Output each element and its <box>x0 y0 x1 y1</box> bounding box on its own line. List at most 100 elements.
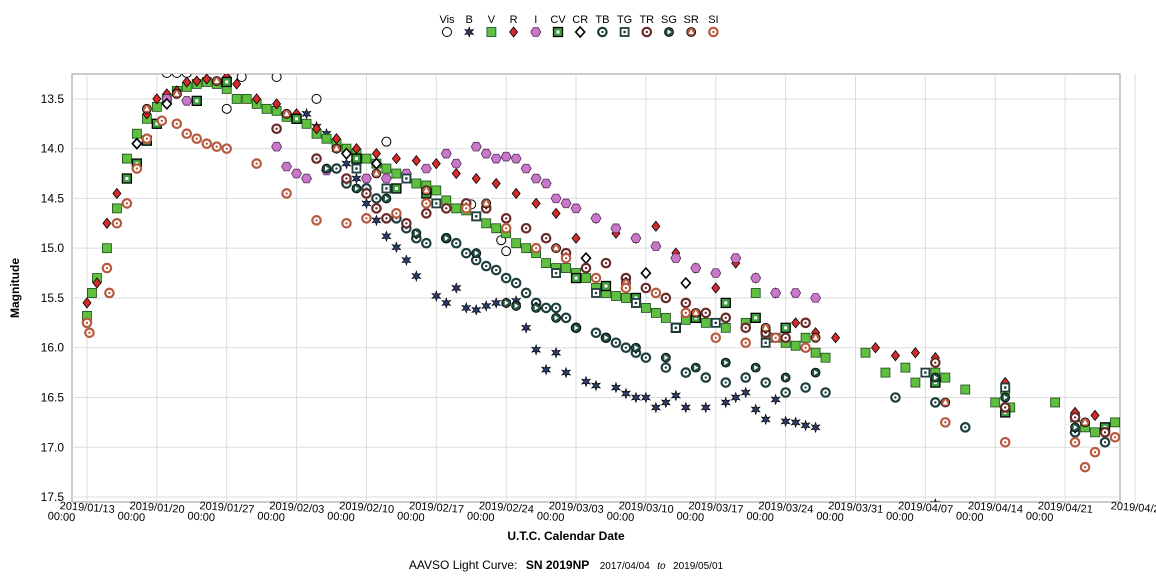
data-point-v <box>1110 417 1120 428</box>
data-point-si <box>1109 432 1120 443</box>
x-tick-text: 2019/01/1300:00 <box>47 499 115 527</box>
data-point-b <box>471 304 482 316</box>
x-tick-label: 2019/01/2700:00 <box>187 500 255 524</box>
data-point-tr <box>800 317 811 329</box>
data-point-v <box>581 273 591 283</box>
data-point-si <box>1079 461 1091 473</box>
data-point-si <box>81 317 93 329</box>
data-point-v <box>381 163 392 174</box>
data-point-cv <box>570 272 582 284</box>
data-point-i <box>770 288 782 298</box>
data-point-tg <box>670 322 681 333</box>
data-point-b <box>560 366 572 379</box>
data-point-si <box>1089 446 1101 458</box>
data-point-sr <box>690 307 701 318</box>
x-tick-text: 2019/04/2100:00 <box>1025 499 1093 527</box>
y-tick-label: 13.5 <box>41 92 65 106</box>
data-point-cv <box>221 76 232 88</box>
data-point-b <box>670 389 681 402</box>
data-point-r <box>252 93 262 105</box>
x-tick-label: 2019/04/2100:00 <box>1025 499 1093 527</box>
data-point-i <box>420 163 432 174</box>
x-tick-text: 2019/02/1000:00 <box>327 499 395 527</box>
data-point-i <box>181 96 193 106</box>
data-point-tb <box>500 272 512 284</box>
data-point-r <box>331 133 342 145</box>
data-point-b <box>461 302 472 314</box>
data-point-v <box>321 133 332 144</box>
data-point-v <box>491 223 502 234</box>
legend-marker-v <box>486 27 497 37</box>
data-point-tb <box>930 397 941 408</box>
data-point-tr <box>421 208 432 219</box>
data-point-v <box>391 168 402 179</box>
data-point-si <box>281 188 292 199</box>
legend-label: Vis <box>439 14 455 26</box>
data-point-si <box>101 262 113 274</box>
data-point-si <box>999 436 1011 448</box>
data-point-sr <box>481 198 492 209</box>
data-point-tb <box>890 392 901 403</box>
data-point-v <box>481 218 492 229</box>
data-point-tb <box>550 302 562 314</box>
data-point-b <box>640 391 652 404</box>
series-sr <box>141 76 1090 428</box>
data-point-tr <box>640 282 652 294</box>
legend-label: CR <box>572 14 588 26</box>
data-point-v <box>650 307 661 318</box>
data-point-si <box>156 115 168 127</box>
data-point-si <box>211 141 223 152</box>
data-point-v <box>700 317 711 328</box>
data-point-i <box>630 233 642 243</box>
data-point-i <box>470 141 482 152</box>
series-si <box>81 115 1120 473</box>
data-point-i <box>500 151 512 162</box>
data-point-tg <box>631 298 641 308</box>
x-tick-text: 2019/03/1000:00 <box>606 499 674 527</box>
series-tr <box>271 123 1111 438</box>
data-point-i <box>271 141 283 152</box>
data-point-tg <box>760 337 771 348</box>
data-point-tr <box>720 312 732 324</box>
series-cr <box>131 97 692 290</box>
data-point-si <box>770 332 781 344</box>
data-point-si <box>341 218 352 229</box>
legend-marker-tb <box>597 26 608 38</box>
data-point-r <box>711 282 721 294</box>
data-point-v <box>940 372 951 383</box>
data-point-v <box>1050 397 1061 408</box>
data-point-tr <box>700 307 712 319</box>
data-point-b <box>760 413 771 426</box>
footer-range-to: to <box>657 561 666 572</box>
x-tick-text: 2019/03/3100:00 <box>816 499 884 527</box>
data-point-tr <box>500 213 512 224</box>
data-point-r <box>831 332 841 344</box>
data-point-si <box>181 128 193 140</box>
data-point-sr <box>211 76 222 86</box>
legend-marker-sr <box>686 27 697 37</box>
data-point-v <box>960 384 971 395</box>
data-point-tb <box>820 387 831 398</box>
data-point-b <box>341 157 352 170</box>
data-point-si <box>940 417 951 428</box>
footer-caption: AAVSO Light Curve: SN 2019NP 2017/04/04 … <box>409 556 724 573</box>
legend-label: TB <box>595 14 609 26</box>
data-point-sr <box>141 103 152 114</box>
data-point-cr <box>161 97 173 111</box>
data-point-cr <box>370 157 382 170</box>
data-point-b <box>540 363 552 376</box>
data-point-b <box>630 391 642 404</box>
data-point-i <box>590 213 602 224</box>
legend-label: SI <box>708 14 718 26</box>
data-point-cr <box>131 137 143 150</box>
data-point-b <box>620 387 632 400</box>
data-point-vis <box>501 246 512 257</box>
data-point-tr <box>440 203 452 214</box>
data-point-r <box>791 317 801 329</box>
y-tick-label: 14.0 <box>41 142 65 156</box>
data-point-v <box>121 153 132 164</box>
data-point-si <box>131 163 143 174</box>
data-point-r <box>890 350 900 362</box>
data-point-r <box>431 157 441 170</box>
legend-marker-b <box>464 26 475 38</box>
